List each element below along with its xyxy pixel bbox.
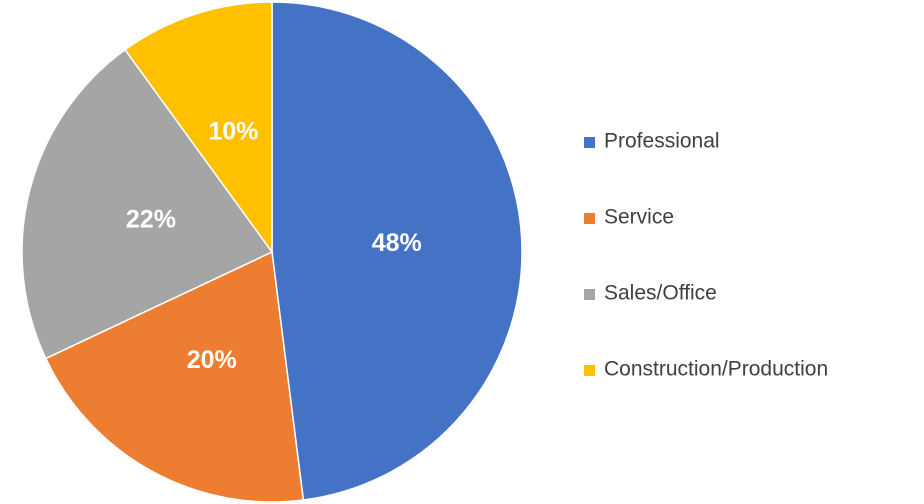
legend-swatch — [584, 289, 595, 300]
legend-swatch — [584, 137, 595, 148]
legend-swatch — [584, 365, 595, 376]
pie-slice — [124, 1, 273, 255]
data-label: 10% — [208, 118, 258, 146]
legend-label: Construction/Production — [604, 358, 828, 381]
pie-slice — [44, 250, 305, 503]
legend-label: Service — [604, 206, 674, 229]
pie-slice — [271, 1, 523, 501]
legend-swatch — [584, 213, 595, 224]
data-label: 48% — [372, 229, 422, 257]
pie-slice — [21, 48, 274, 360]
data-label: 22% — [126, 206, 176, 234]
legend-label: Sales/Office — [604, 282, 717, 305]
legend-label: Professional — [604, 130, 720, 153]
data-label: 20% — [187, 346, 237, 374]
